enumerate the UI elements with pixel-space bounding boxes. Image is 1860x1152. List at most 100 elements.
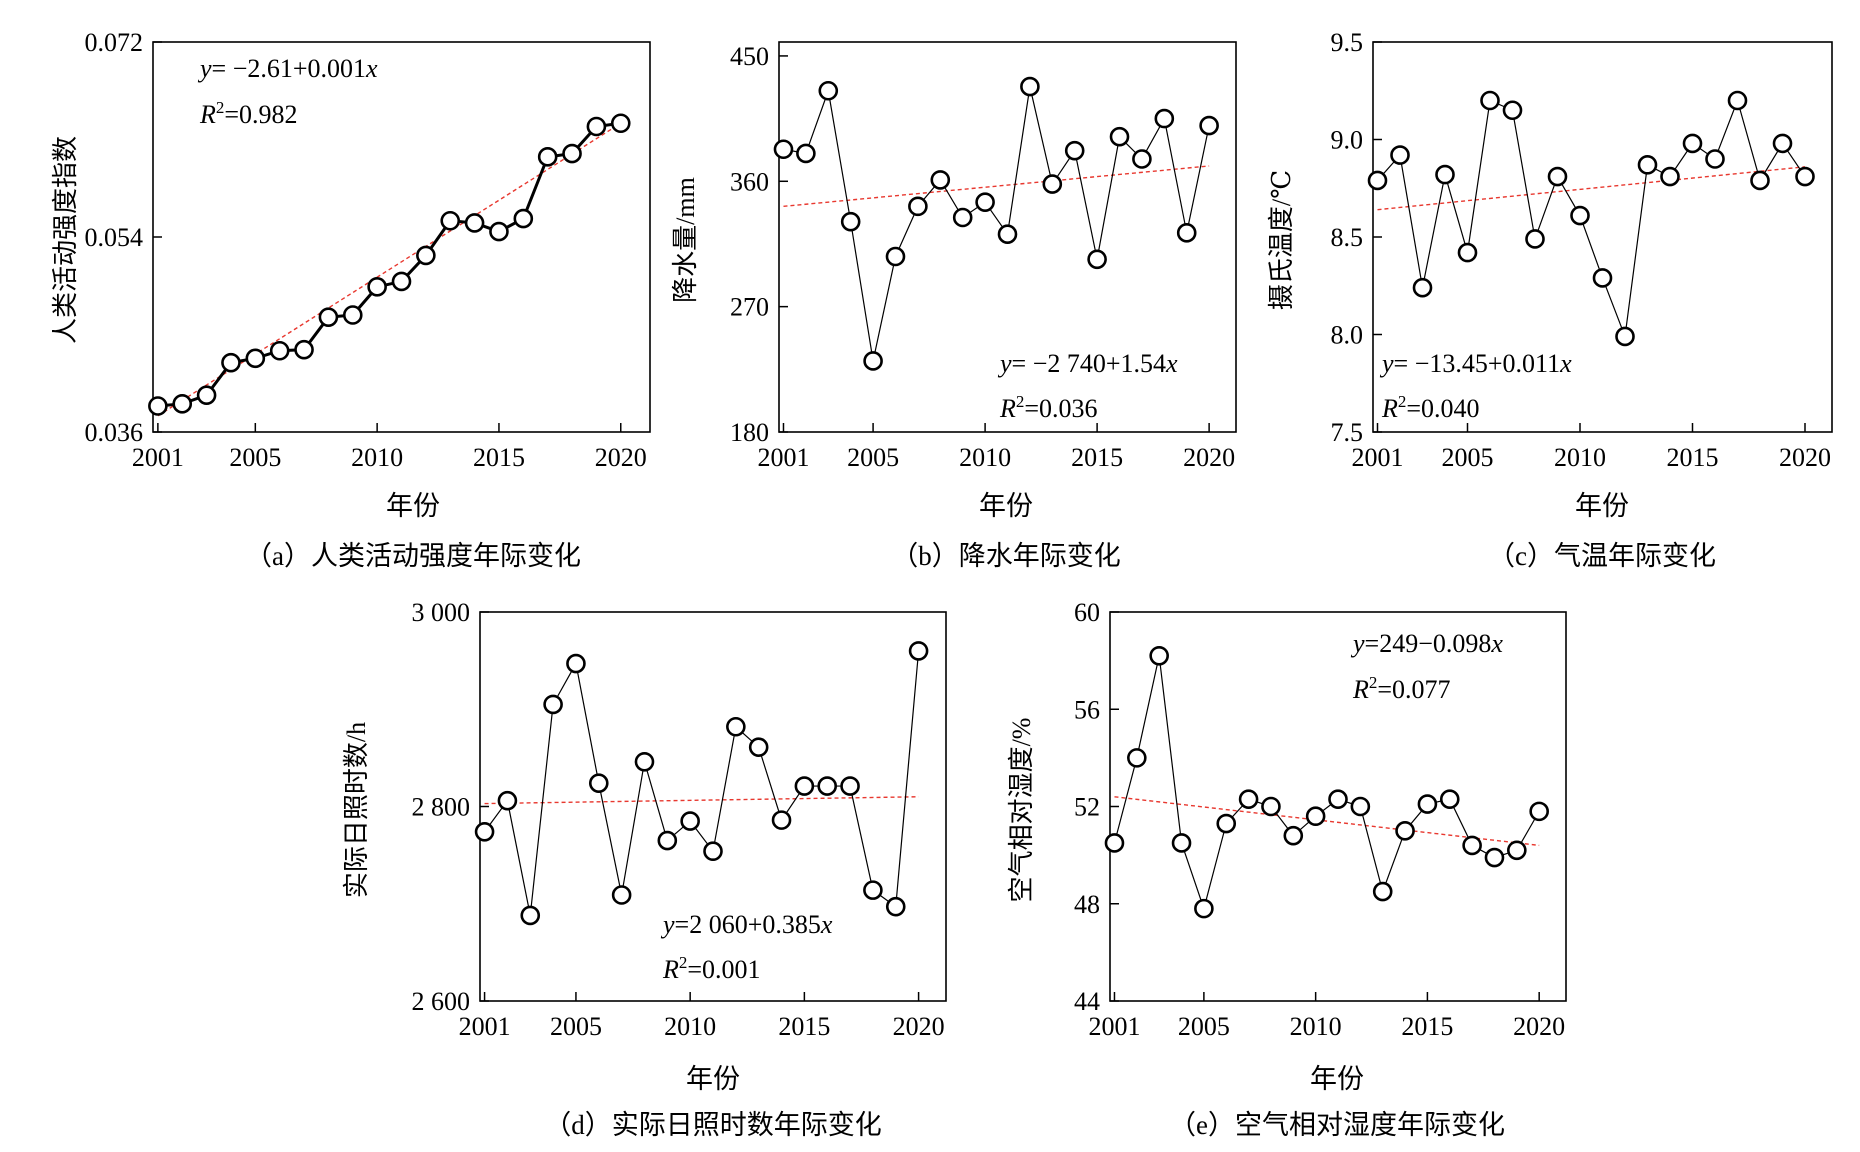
x-tick-label-b-0: 2001 xyxy=(757,443,809,472)
panel-e-ylabel: 空气相对湿度/% xyxy=(1007,718,1036,903)
x-tick-label-d-2: 2010 xyxy=(664,1012,716,1041)
data-point-b-2012 xyxy=(1020,76,1040,97)
y-tick-label-c-2: 8.5 xyxy=(1331,223,1364,252)
data-point-d-2015 xyxy=(794,776,815,796)
x-tick-label-c-1: 2005 xyxy=(1442,443,1494,472)
trend-line-b xyxy=(783,165,1210,208)
data-point-d-2008 xyxy=(634,751,655,772)
data-point-b-2018 xyxy=(1154,108,1175,129)
panel-e-caption: （e）空气相对湿度年际变化 xyxy=(1169,1110,1505,1140)
y-tick-label-e-2: 52 xyxy=(1074,793,1100,822)
data-point-e-2014 xyxy=(1395,821,1415,841)
x-tick-label-a-2: 2010 xyxy=(351,443,403,472)
x-tick-label-b-3: 2015 xyxy=(1071,443,1123,472)
data-point-b-2006 xyxy=(885,246,906,267)
data-point-b-2004 xyxy=(840,211,861,232)
data-point-a-2017 xyxy=(537,147,558,167)
plot-b: 2001 2005 2010 2015 2020 180 270 360 450 xyxy=(730,41,1237,472)
data-point-e-2008 xyxy=(1261,796,1281,817)
data-point-e-2001 xyxy=(1104,833,1125,853)
data-point-e-2019 xyxy=(1507,840,1527,861)
plot-a: 2001 2005 2010 2015 2020 0.036 0.054 0.072 xyxy=(85,28,651,472)
data-point-d-2003 xyxy=(520,905,541,926)
x-tick-label-d-3: 2015 xyxy=(778,1012,830,1041)
data-point-c-2012 xyxy=(1615,326,1635,347)
data-point-a-2010 xyxy=(367,277,387,297)
panel-a-caption: （a）人类活动强度年际变化 xyxy=(245,541,581,571)
data-point-c-2010 xyxy=(1570,205,1590,226)
panel-d-equation: y=2 060+0.385x xyxy=(660,910,833,939)
trend-line-a xyxy=(157,122,622,417)
x-tick-label-a-3: 2015 xyxy=(473,443,525,472)
panel-e-r-squared: R2=0.077 xyxy=(1352,673,1451,704)
panel-a-ylabel: 人类活动强度指数 xyxy=(51,136,80,344)
data-point-b-2017 xyxy=(1132,149,1152,169)
data-point-b-2008 xyxy=(930,170,951,190)
trend-line-c xyxy=(1377,166,1806,211)
data-point-d-2018 xyxy=(863,880,883,900)
trend-line-d xyxy=(484,796,919,805)
data-point-d-2002 xyxy=(497,790,518,811)
data-point-d-2001 xyxy=(474,821,495,842)
data-point-a-2008 xyxy=(318,307,339,327)
data-point-d-2005 xyxy=(566,653,586,674)
y-tick-label-e-0: 44 xyxy=(1074,987,1100,1016)
data-point-b-2011 xyxy=(997,224,1018,245)
data-point-b-2016 xyxy=(1109,126,1130,147)
panel-a-xlabel: 年份 xyxy=(386,491,440,521)
y-tick-label-d-2: 3 000 xyxy=(412,598,471,627)
data-point-d-2017 xyxy=(840,776,860,796)
x-tick-label-c-4: 2020 xyxy=(1779,443,1831,472)
panel-c: 2001 2005 2010 2015 2020 7.5 8.0 8.5 9.0 9.5 摄氏温度… xyxy=(1267,28,1833,571)
data-point-e-2013 xyxy=(1372,881,1393,902)
panel-a-equation: y= −2.61+0.001x xyxy=(197,54,378,83)
panel-d-caption: （d）实际日照时数年际变化 xyxy=(544,1110,882,1140)
panel-b-xlabel: 年份 xyxy=(979,491,1033,521)
data-point-d-2011 xyxy=(703,841,723,862)
data-point-d-2007 xyxy=(611,885,632,905)
data-point-d-2004 xyxy=(543,694,563,715)
data-point-e-2002 xyxy=(1127,748,1147,768)
data-point-b-2003 xyxy=(818,80,839,101)
panel-b-r-squared: R2=0.036 xyxy=(999,392,1098,423)
x-tick-label-a-0: 2001 xyxy=(132,443,184,472)
panel-b-caption: （b）降水年际变化 xyxy=(891,541,1121,571)
data-point-e-2011 xyxy=(1328,789,1348,810)
panel-c-r-squared: R2=0.040 xyxy=(1381,392,1480,423)
y-tick-label-c-4: 9.5 xyxy=(1331,28,1364,57)
x-tick-label-e-2: 2010 xyxy=(1290,1012,1342,1041)
data-point-a-2020 xyxy=(610,113,631,134)
data-point-e-2003 xyxy=(1149,645,1169,666)
x-tick-label-a-4: 2020 xyxy=(595,443,647,472)
data-point-a-2009 xyxy=(342,305,363,325)
data-point-a-2012 xyxy=(416,245,436,266)
plot-e: 2001 2005 2010 2015 2020 44 48 52 56 60 xyxy=(1074,598,1567,1041)
data-point-a-2011 xyxy=(391,271,412,292)
panel-a-r-squared: R2=0.982 xyxy=(199,98,298,129)
data-point-c-2015 xyxy=(1682,133,1703,154)
panel-d-ylabel: 实际日照时数/h xyxy=(342,722,371,898)
data-point-c-2019 xyxy=(1772,133,1793,154)
series-line-e xyxy=(1113,655,1540,911)
panel-c-xlabel: 年份 xyxy=(1575,491,1629,521)
data-point-e-2018 xyxy=(1484,847,1505,868)
data-point-d-2016 xyxy=(817,776,838,796)
x-tick-label-b-2: 2010 xyxy=(959,443,1011,472)
y-tick-label-d-0: 2 600 xyxy=(412,987,471,1016)
data-point-a-2007 xyxy=(294,339,314,360)
x-tick-label-e-1: 2005 xyxy=(1178,1012,1230,1041)
trend-line-e xyxy=(1114,796,1540,847)
data-point-e-2012 xyxy=(1350,796,1371,817)
plot-frame-b xyxy=(778,41,1237,433)
data-point-e-2020 xyxy=(1529,801,1549,822)
data-point-c-2017 xyxy=(1727,90,1748,111)
plot-frame-d xyxy=(479,611,947,1002)
data-point-b-2020 xyxy=(1199,115,1219,136)
data-point-a-2002 xyxy=(172,394,193,414)
data-point-b-2001 xyxy=(773,139,794,160)
data-point-d-2020 xyxy=(908,641,929,661)
data-point-b-2019 xyxy=(1176,223,1197,243)
